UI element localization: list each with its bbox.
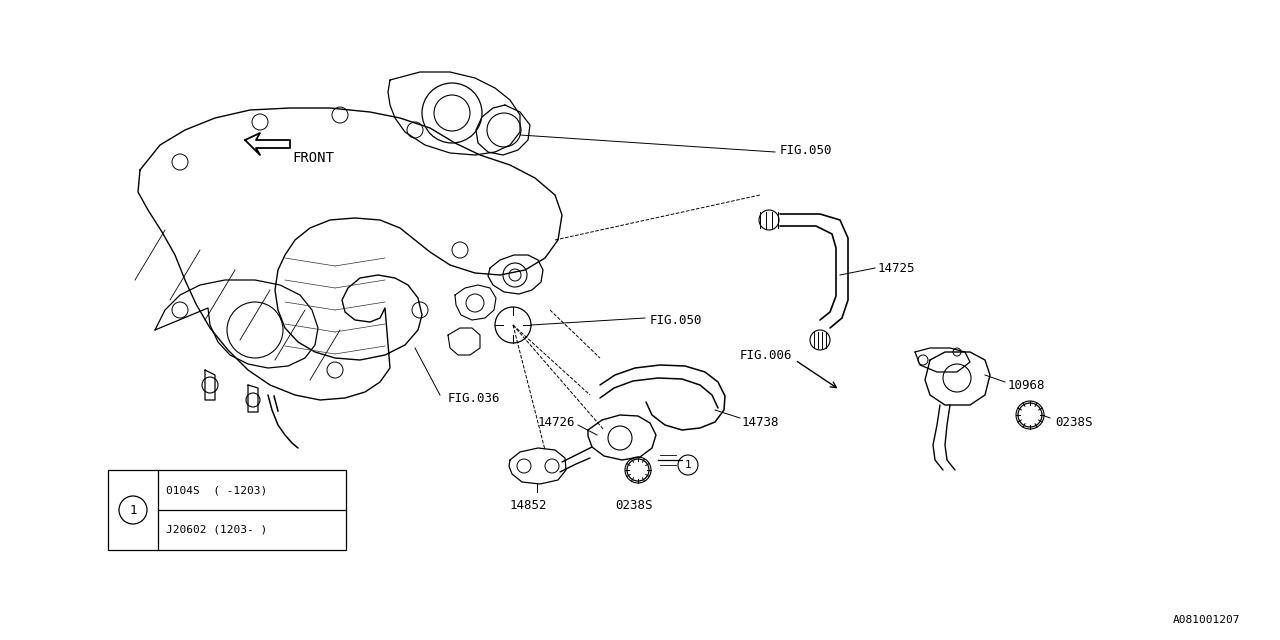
- Text: J20602 (1203- ): J20602 (1203- ): [166, 525, 268, 535]
- Text: 14852: 14852: [509, 499, 548, 511]
- Text: FIG.006: FIG.006: [740, 349, 792, 362]
- Text: FIG.050: FIG.050: [650, 314, 703, 326]
- Text: 1: 1: [129, 504, 137, 516]
- Text: 0104S  ( -1203): 0104S ( -1203): [166, 485, 268, 495]
- Text: FIG.036: FIG.036: [448, 392, 500, 404]
- Text: 10968: 10968: [1009, 378, 1046, 392]
- Text: 14725: 14725: [878, 262, 915, 275]
- Text: 1: 1: [685, 460, 691, 470]
- Text: A081001207: A081001207: [1172, 615, 1240, 625]
- Bar: [108, 470, 346, 550]
- Text: 14738: 14738: [742, 415, 780, 429]
- Text: FIG.050: FIG.050: [780, 143, 832, 157]
- Text: FRONT: FRONT: [292, 151, 334, 165]
- Text: 14726: 14726: [538, 415, 576, 429]
- Text: 0238S: 0238S: [614, 499, 653, 511]
- Text: 0238S: 0238S: [1055, 415, 1093, 429]
